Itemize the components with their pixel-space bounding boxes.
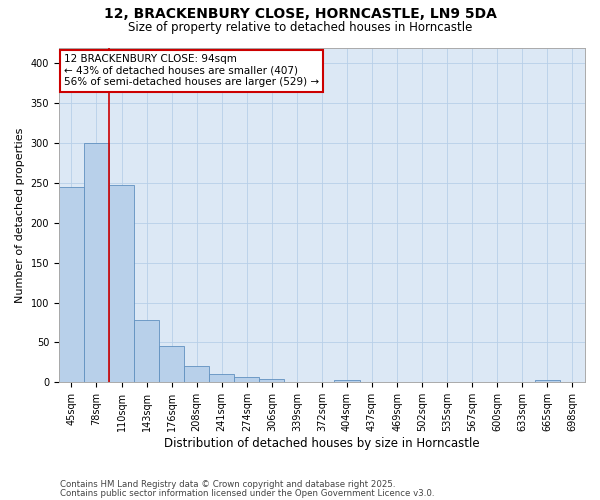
X-axis label: Distribution of detached houses by size in Horncastle: Distribution of detached houses by size … — [164, 437, 480, 450]
Bar — [234, 377, 259, 382]
Text: Contains public sector information licensed under the Open Government Licence v3: Contains public sector information licen… — [60, 488, 434, 498]
Bar — [134, 320, 159, 382]
Bar — [209, 374, 234, 382]
Bar — [334, 380, 359, 382]
Bar — [84, 143, 109, 382]
Text: Size of property relative to detached houses in Horncastle: Size of property relative to detached ho… — [128, 21, 472, 34]
Bar — [184, 366, 209, 382]
Text: Contains HM Land Registry data © Crown copyright and database right 2025.: Contains HM Land Registry data © Crown c… — [60, 480, 395, 489]
Bar — [109, 184, 134, 382]
Text: 12, BRACKENBURY CLOSE, HORNCASTLE, LN9 5DA: 12, BRACKENBURY CLOSE, HORNCASTLE, LN9 5… — [104, 8, 496, 22]
Bar — [535, 380, 560, 382]
Bar — [59, 187, 84, 382]
Bar — [259, 379, 284, 382]
Bar — [159, 346, 184, 383]
Y-axis label: Number of detached properties: Number of detached properties — [15, 127, 25, 302]
Text: 12 BRACKENBURY CLOSE: 94sqm
← 43% of detached houses are smaller (407)
56% of se: 12 BRACKENBURY CLOSE: 94sqm ← 43% of det… — [64, 54, 319, 88]
